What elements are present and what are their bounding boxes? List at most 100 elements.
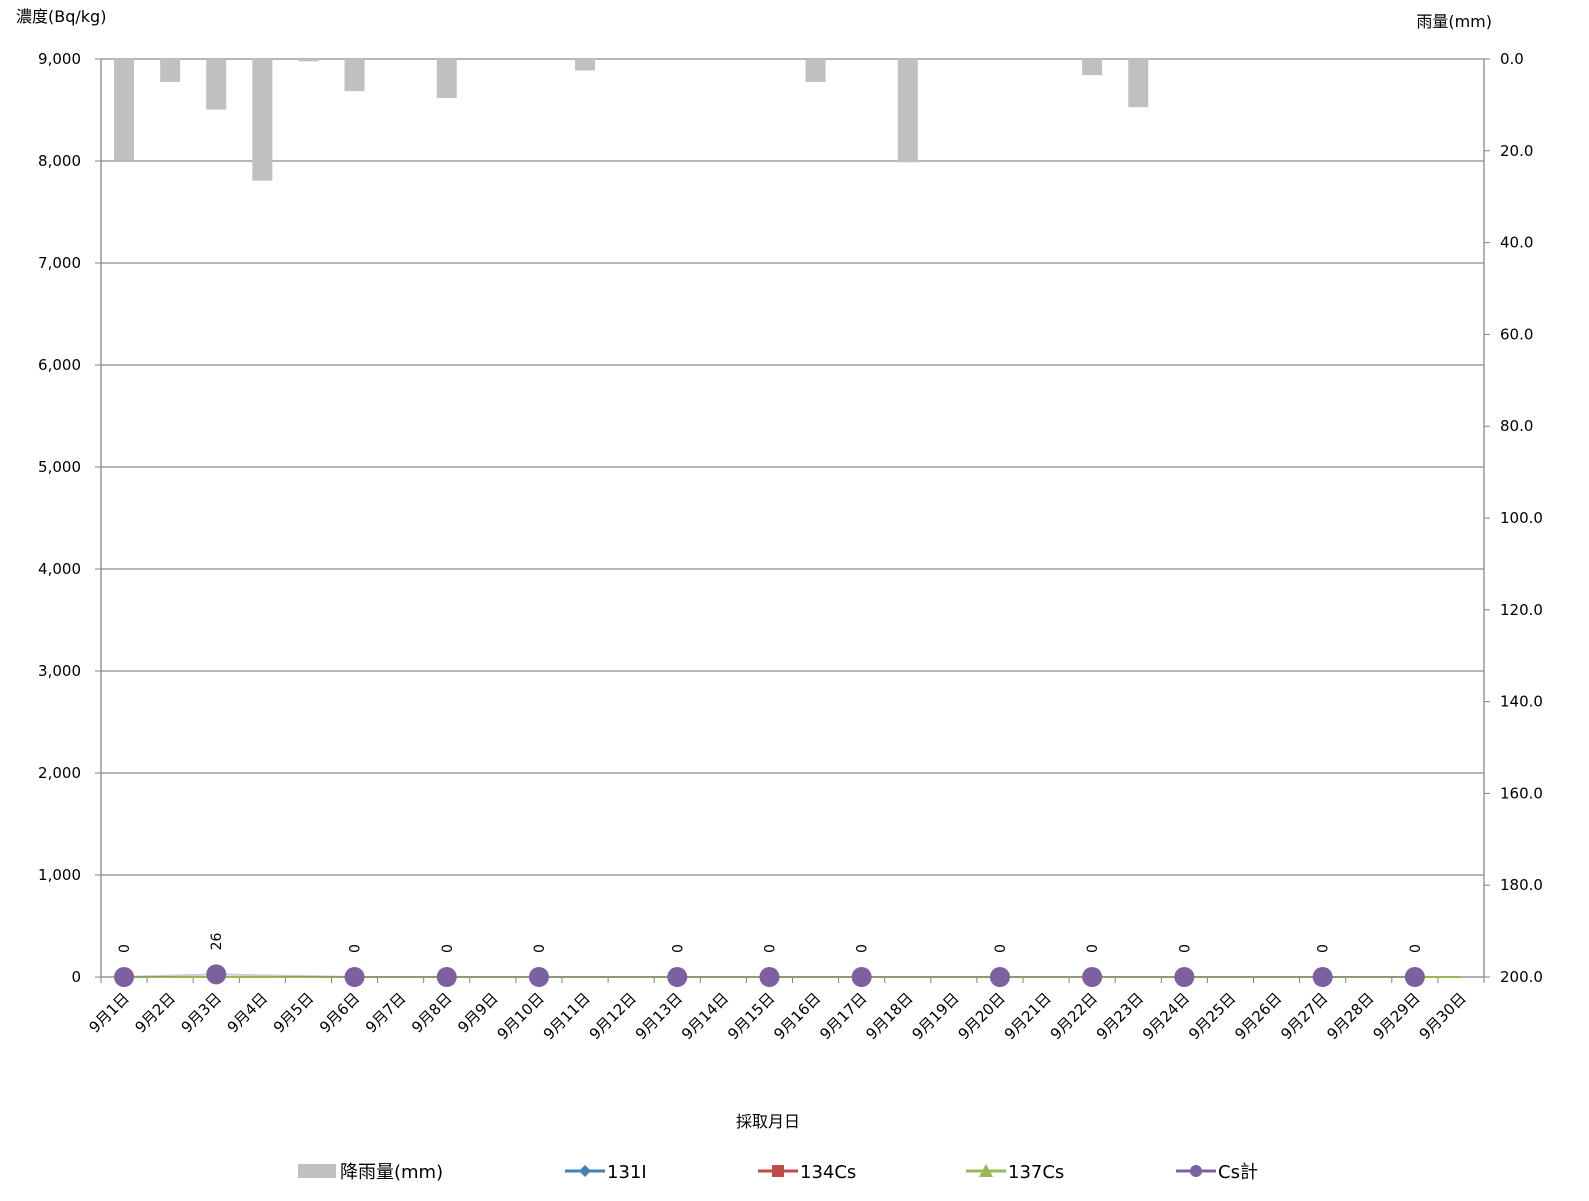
cs-total-data-label: 0 xyxy=(532,944,548,953)
axes xyxy=(100,59,1485,978)
x-tick-label: 9月11日 xyxy=(540,989,594,1043)
x-tick-label: 9月18日 xyxy=(862,989,916,1043)
legend-marker-square xyxy=(772,1165,784,1177)
cs-total-point xyxy=(1174,967,1195,987)
legend-label-131I: 131I xyxy=(607,1162,647,1183)
x-tick-label: 9月1日 xyxy=(85,989,132,1036)
right-tick-label: 200.0 xyxy=(1500,968,1543,986)
legend-marker-circle xyxy=(1190,1165,1202,1177)
rain-bar xyxy=(1082,59,1103,76)
right-tick-label: 60.0 xyxy=(1500,325,1533,343)
cs-total-point xyxy=(851,967,872,987)
left-tick-label: 9,000 xyxy=(38,50,81,68)
rain-bar xyxy=(206,59,227,110)
cs-total-data-label: 0 xyxy=(855,944,871,953)
x-tick-label: 9月27日 xyxy=(1277,989,1331,1043)
x-tick-label: 9月20日 xyxy=(955,989,1009,1043)
cs-total-point xyxy=(206,964,227,985)
x-tick-label: 9月28日 xyxy=(1323,989,1377,1043)
left-tick-label: 3,000 xyxy=(38,662,81,680)
gridlines xyxy=(101,58,1484,876)
cs-total-point xyxy=(344,967,365,987)
x-tick-label: 9月21日 xyxy=(1001,989,1055,1043)
cs-total-data-label: 0 xyxy=(670,944,686,953)
right-tick-label: 100.0 xyxy=(1500,509,1543,527)
x-tick-label: 9月14日 xyxy=(678,989,732,1043)
x-tick-label: 9月16日 xyxy=(770,989,824,1043)
cs-total-data-label: 0 xyxy=(993,944,1009,953)
cs-total-point xyxy=(667,967,688,987)
x-tick-label: 9月26日 xyxy=(1231,989,1285,1043)
cs-total-data-label: 0 xyxy=(440,944,456,953)
rain-bar xyxy=(436,59,457,99)
cs-total-data-label: 0 xyxy=(348,944,364,953)
x-tick-label: 9月6日 xyxy=(316,989,363,1036)
left-tick-label: 6,000 xyxy=(38,356,81,374)
cs-total-data-label: 0 xyxy=(117,944,133,953)
rain-bar xyxy=(298,59,319,62)
left-axis-title: 濃度(Bq/kg) xyxy=(16,7,106,26)
right-axis-title: 雨量(mm) xyxy=(1416,12,1492,31)
legend-marker-triangle xyxy=(979,1164,993,1177)
cs-total-data-label: 0 xyxy=(1085,944,1101,953)
left-axis-ticks: 0 1,000 2,000 3,000 4,000 5,000 6,000 7,000 8,00… xyxy=(38,50,101,986)
right-tick-label: 120.0 xyxy=(1500,601,1543,619)
rain-bar xyxy=(252,59,273,181)
left-tick-label: 0 xyxy=(71,968,81,986)
right-tick-label: 160.0 xyxy=(1500,784,1543,802)
rain-bar xyxy=(575,59,596,71)
x-tick-label: 9月13日 xyxy=(632,989,686,1043)
x-tick-label: 9月4日 xyxy=(224,989,271,1036)
right-tick-label: 80.0 xyxy=(1500,417,1533,435)
legend-label-134Cs: 134Cs xyxy=(800,1162,856,1183)
cs-total-data-label: 0 xyxy=(1177,944,1193,953)
legend-marker-diamond xyxy=(579,1165,591,1177)
rain-bar xyxy=(114,59,135,160)
right-tick-label: 0.0 xyxy=(1500,50,1524,68)
x-tick-label: 9月8日 xyxy=(408,989,455,1036)
left-tick-label: 8,000 xyxy=(38,152,81,170)
left-tick-label: 1,000 xyxy=(38,866,81,884)
cs-total-point xyxy=(989,967,1010,987)
rain-bar xyxy=(897,59,918,163)
right-axis-ticks: 0.0 20.0 40.0 60.0 80.0 100.0 120.0 140.0 160.0 1… xyxy=(1484,50,1543,986)
legend-label-137Cs: 137Cs xyxy=(1008,1162,1064,1183)
legend-label-Cs計: Cs計 xyxy=(1218,1162,1258,1183)
x-tick-label: 9月22日 xyxy=(1047,989,1101,1043)
cs-total-point xyxy=(1404,967,1425,987)
x-tick-label: 9月12日 xyxy=(586,989,640,1043)
cs-total-data-label: 26 xyxy=(209,932,225,950)
x-tick-label: 9月23日 xyxy=(1093,989,1147,1043)
left-tick-label: 4,000 xyxy=(38,560,81,578)
legend: 降雨量(mm) 131I 134Cs 137Cs Cs計 xyxy=(298,1162,1258,1183)
right-tick-label: 40.0 xyxy=(1500,234,1533,252)
x-tick-label: 9月7日 xyxy=(362,989,409,1036)
cs-total-point xyxy=(759,967,780,987)
series-markers xyxy=(114,964,1425,987)
legend-swatch-rain xyxy=(298,1164,336,1178)
data-labels: 0 26 0 0 0 0 0 0 0 0 0 0 0 xyxy=(117,932,1424,953)
rain-bars xyxy=(114,59,1149,181)
right-tick-label: 180.0 xyxy=(1500,876,1543,894)
left-tick-label: 2,000 xyxy=(38,764,81,782)
cs-total-data-label: 0 xyxy=(762,944,778,953)
rain-bar xyxy=(160,59,181,82)
x-axis-title: 採取月日 xyxy=(736,1112,800,1131)
x-tick-label: 9月25日 xyxy=(1185,989,1239,1043)
cs-total-point xyxy=(114,967,135,987)
x-tick-label: 9月17日 xyxy=(816,989,870,1043)
x-tick-label: 9月30日 xyxy=(1416,989,1470,1043)
x-tick-label: 9月2日 xyxy=(132,989,179,1036)
x-tick-label: 9月3日 xyxy=(178,989,225,1036)
rain-bar xyxy=(805,59,826,82)
cs-total-point xyxy=(1312,967,1333,987)
right-tick-label: 20.0 xyxy=(1500,142,1533,160)
x-tick-label: 9月15日 xyxy=(724,989,778,1043)
x-tick-label: 9月19日 xyxy=(908,989,962,1043)
x-tick-label: 9月29日 xyxy=(1369,989,1423,1043)
x-tick-label: 9月10日 xyxy=(494,989,548,1043)
legend-label-rain: 降雨量(mm) xyxy=(340,1162,443,1183)
rain-bar xyxy=(344,59,365,92)
cs-total-point xyxy=(528,967,549,987)
